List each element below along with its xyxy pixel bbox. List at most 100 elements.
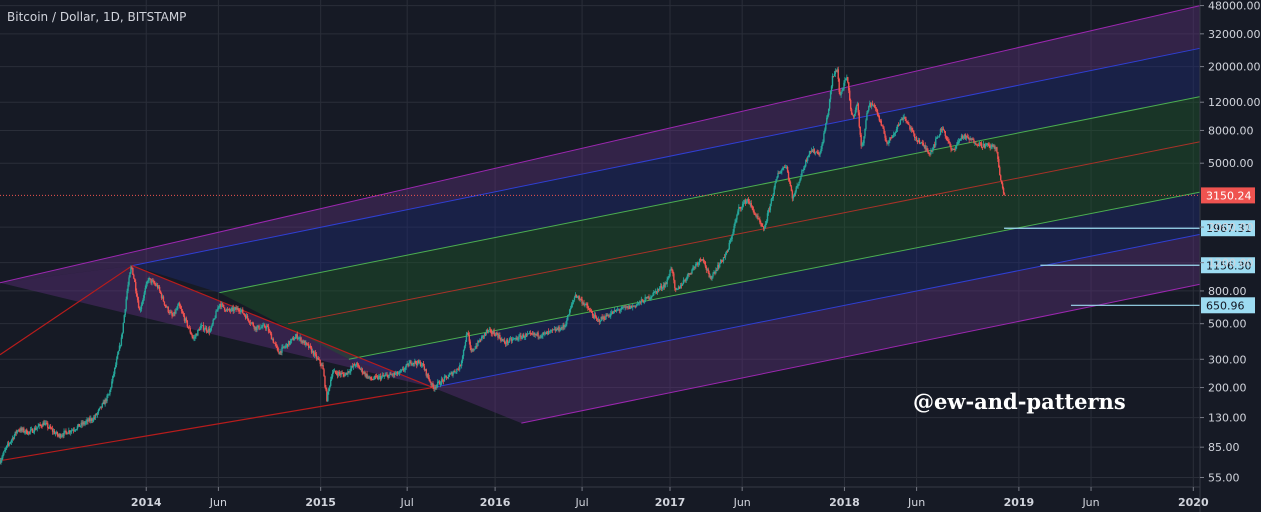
candle-body (470, 347, 472, 352)
candle-body (58, 434, 60, 436)
candle-body (52, 430, 55, 432)
candle-body (434, 387, 436, 389)
candle-body (114, 364, 117, 368)
candle-body (581, 299, 583, 304)
candle-body (121, 332, 124, 338)
candle-body (561, 327, 563, 329)
candle-body (1, 457, 3, 461)
candle-body (638, 301, 641, 303)
candle-body (627, 306, 629, 309)
candle-body (131, 267, 133, 269)
candle-body (112, 375, 114, 382)
candle-body (501, 339, 503, 341)
candle-body (873, 104, 876, 108)
candle-body (212, 319, 214, 325)
candle-body (884, 133, 886, 138)
candle-body (582, 302, 584, 304)
candle-body (522, 334, 524, 337)
candle-body (644, 297, 646, 303)
candle-body (827, 108, 830, 115)
candle-body (474, 348, 476, 350)
candle-body (346, 372, 348, 375)
time-tick-label: 2014 (131, 496, 162, 509)
candle-body (620, 309, 622, 311)
candle-body (633, 305, 636, 307)
candle-body (265, 325, 268, 329)
candle-body (310, 347, 313, 353)
candle-body (308, 345, 311, 348)
candle-body (954, 149, 956, 150)
candle-body (771, 198, 773, 200)
candle-body (624, 306, 626, 308)
candle-body (656, 289, 659, 293)
candle-body (697, 262, 700, 265)
candle-body (724, 254, 727, 258)
candle-body (67, 433, 69, 435)
candle-body (897, 125, 900, 126)
candle-body (415, 360, 417, 364)
candle-body (710, 275, 712, 279)
candle-body (739, 207, 741, 208)
candle-body (730, 238, 732, 241)
candle-body (286, 344, 288, 346)
candle-body (814, 152, 816, 154)
candle-body (375, 376, 378, 378)
candle-body (160, 293, 163, 298)
candle-body (78, 423, 81, 427)
candle-body (685, 279, 687, 281)
candle-body (477, 340, 479, 346)
candle-body (961, 135, 964, 139)
candle-body (65, 430, 67, 432)
candle-body (284, 347, 286, 348)
candle-body (369, 376, 371, 378)
candle-body (914, 137, 917, 139)
candle-body (270, 333, 273, 340)
candle-body (334, 370, 337, 373)
pitchfork-band (132, 48, 1200, 293)
candle-body (358, 366, 361, 369)
candle-body (208, 328, 211, 333)
candle-body (373, 378, 375, 380)
candle-body (373, 376, 376, 379)
candle-body (687, 273, 689, 277)
candle-body (50, 428, 53, 430)
candle-body (679, 285, 682, 289)
candle-body (746, 199, 749, 201)
candle-body (571, 302, 574, 305)
candle-body (825, 123, 827, 130)
candle-body (598, 319, 600, 323)
candle-body (23, 428, 25, 433)
candle-body (102, 401, 104, 404)
candle-body (479, 339, 481, 342)
candle-body (901, 119, 903, 121)
candle-body (676, 289, 678, 291)
candle-body (747, 199, 750, 202)
candle-body (95, 414, 98, 416)
candle-body (148, 278, 150, 281)
candle-body (465, 334, 468, 342)
candle-body (300, 337, 302, 343)
candle-body (659, 285, 662, 289)
candle-body (337, 372, 340, 376)
candle-body (870, 103, 873, 107)
candle-body (473, 349, 475, 351)
candle-body (263, 324, 265, 326)
candle-body (530, 333, 533, 334)
candle-body (192, 336, 194, 339)
candle-body (20, 428, 22, 432)
candle-body (776, 177, 778, 180)
candle-body (648, 296, 650, 300)
candle-body (587, 305, 589, 309)
candle-body (90, 418, 92, 421)
candle-body (723, 257, 726, 259)
candle-body (87, 419, 89, 422)
candle-body (691, 269, 693, 274)
candle-body (16, 430, 18, 433)
candle-body (254, 326, 256, 329)
chart-title: Bitcoin / Dollar, 1D, BITSTAMP (7, 10, 186, 24)
candle-body (524, 334, 527, 338)
candle-body (618, 309, 621, 311)
candle-body (56, 431, 59, 436)
candle-body (36, 427, 38, 429)
candle-body (316, 357, 319, 359)
